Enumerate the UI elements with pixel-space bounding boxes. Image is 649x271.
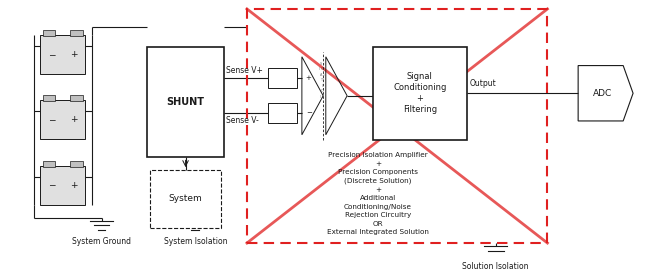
Text: SHUNT: SHUNT: [167, 97, 204, 107]
Text: Output: Output: [469, 79, 496, 88]
Bar: [267, 103, 297, 124]
Text: l: l: [321, 84, 323, 88]
Bar: [43, 95, 55, 101]
Text: −: −: [48, 115, 55, 124]
Text: Sense V+: Sense V+: [227, 66, 263, 75]
Bar: [70, 95, 83, 101]
Text: +: +: [70, 181, 78, 190]
Text: −: −: [306, 110, 312, 116]
Bar: [267, 68, 297, 88]
Text: −: −: [48, 181, 55, 190]
Bar: [247, 9, 548, 243]
Bar: [70, 161, 83, 167]
Bar: [40, 100, 86, 139]
Text: +: +: [306, 75, 312, 81]
Text: A i: A i: [320, 73, 324, 77]
Bar: [373, 47, 467, 140]
Text: O: O: [321, 89, 323, 93]
Text: +: +: [70, 115, 78, 124]
Bar: [43, 161, 55, 167]
Bar: [43, 30, 55, 36]
Text: −: −: [48, 50, 55, 59]
Text: System: System: [169, 195, 202, 204]
Bar: [150, 170, 221, 228]
Text: Solution Isolation: Solution Isolation: [463, 262, 529, 271]
Bar: [70, 30, 83, 36]
Text: Precision Isolation Amplifier
+
Precision Components
(Discrete Solution)
+
Addit: Precision Isolation Amplifier + Precisio…: [327, 152, 429, 235]
Bar: [40, 166, 86, 205]
Text: Sense V-: Sense V-: [227, 117, 259, 125]
Text: System Isolation: System Isolation: [164, 237, 227, 246]
Text: Signal
Conditioning
+
Filtering: Signal Conditioning + Filtering: [393, 72, 447, 114]
Text: ADC: ADC: [593, 89, 612, 98]
Text: S i: S i: [320, 62, 324, 66]
Bar: [147, 47, 225, 157]
Text: System Ground: System Ground: [72, 237, 131, 246]
Text: +: +: [70, 50, 78, 59]
Bar: [40, 35, 86, 74]
Text: T l: T l: [320, 78, 324, 82]
Text: l l: l l: [321, 95, 323, 99]
Text: l O: l O: [319, 67, 324, 71]
